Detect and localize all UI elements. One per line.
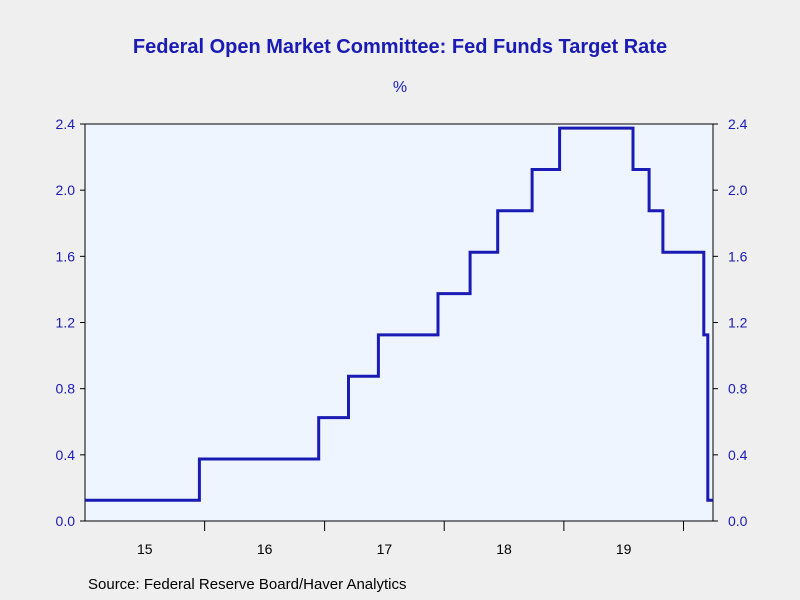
y-tick-label-right: 0.0 (728, 513, 748, 529)
chart-unit-label: % (392, 79, 408, 96)
y-tick-label-left: 1.2 (56, 315, 76, 331)
y-axis-left: 0.0 0.4 0.8 1.2 1.6 2.0 2.4 (56, 116, 85, 529)
y-tick-label-left: 1.6 (56, 248, 76, 264)
series-layer (85, 126, 713, 502)
chart-source-note: Source: Federal Reserve Board/Haver Anal… (88, 576, 407, 593)
x-tick-label: 19 (616, 541, 632, 557)
y-tick-label-left: 2.0 (56, 182, 76, 198)
y-tick-label-right: 1.2 (728, 315, 748, 331)
y-tick-label-right: 0.8 (728, 381, 748, 397)
x-tick-label: 17 (377, 541, 393, 557)
y-tick-label-left: 0.4 (56, 447, 76, 463)
x-tick-label: 15 (137, 541, 153, 557)
x-tick-label: 18 (496, 541, 512, 557)
y-tick-label-right: 2.4 (728, 116, 748, 132)
y-tick-label-left: 2.4 (56, 116, 76, 132)
y-tick-label-right: 1.6 (728, 248, 748, 264)
x-tick-label: 16 (257, 541, 273, 557)
y-tick-label-left: 0.8 (56, 381, 76, 397)
x-axis: 15 16 17 18 19 (137, 521, 685, 557)
y-axis-right: 0.0 0.4 0.8 1.2 1.6 2.0 2.4 (713, 116, 748, 529)
chart-title: Federal Open Market Committee: Fed Funds… (132, 36, 668, 58)
plot-area (84, 123, 714, 522)
y-tick-label-left: 0.0 (56, 513, 76, 529)
series-line (85, 126, 713, 502)
y-tick-label-right: 2.0 (728, 182, 748, 198)
y-tick-label-right: 0.4 (728, 447, 748, 463)
